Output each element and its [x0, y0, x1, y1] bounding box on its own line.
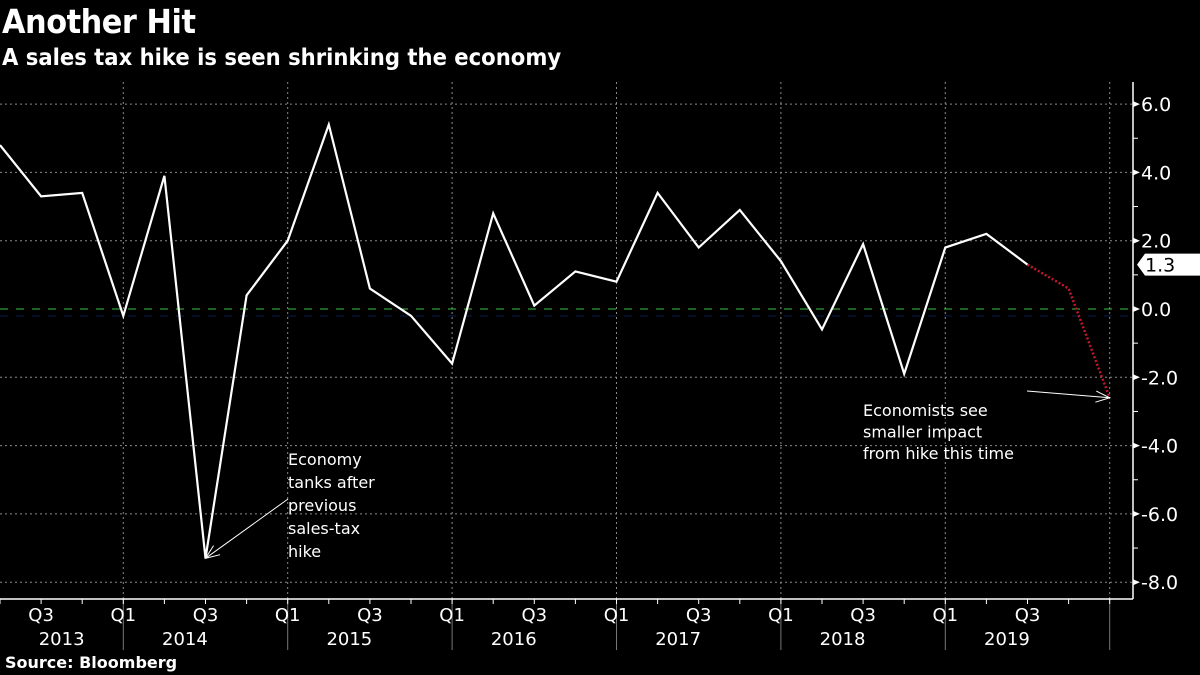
last-value-badge: 1.3 — [1137, 253, 1200, 277]
annotation-line: Economy — [288, 450, 362, 469]
annotation-line: hike — [288, 542, 321, 561]
x-quarter-label: Q3 — [193, 605, 219, 626]
x-year-label: 2014 — [162, 629, 208, 650]
y-tick-marker — [1133, 169, 1140, 176]
x-quarter-label: Q1 — [932, 605, 958, 626]
x-quarter-label: Q3 — [357, 605, 383, 626]
zero-line-group — [0, 308, 1133, 317]
annotation-line: tanks after — [288, 473, 375, 492]
x-quarter-label: Q3 — [686, 605, 712, 626]
annotation-2019-hike: Economists see smaller impact from hike th… — [863, 401, 1014, 463]
x-year-label: 2013 — [39, 629, 85, 650]
y-tick-label: 4.0 — [1141, 162, 1171, 184]
x-quarter-label: Q1 — [275, 605, 301, 626]
y-tick-label: 0.0 — [1141, 299, 1171, 321]
annotation-line: previous — [288, 496, 356, 515]
y-tick-marker — [1133, 374, 1140, 381]
x-year-label: 2019 — [984, 629, 1030, 650]
annotation-arrow-2019 — [1026, 390, 1110, 399]
annotation-line: from hike this time — [863, 444, 1014, 463]
y-tick-label: -6.0 — [1141, 504, 1178, 526]
y-tick-marker — [1133, 237, 1140, 244]
x-quarter-label: Q1 — [110, 605, 136, 626]
chart-subtitle: A sales tax hike is seen shrinking the e… — [2, 45, 562, 71]
chart-title: Another Hit — [2, 2, 196, 41]
annotation-2014-hike: Economy tanks after previous sales-tax hike — [288, 450, 375, 561]
y-tick-marker — [1133, 101, 1140, 108]
x-quarter-label: Q1 — [439, 605, 465, 626]
y-tick-label: -2.0 — [1141, 367, 1178, 389]
x-quarter-label: Q3 — [521, 605, 547, 626]
series-group — [0, 120, 1111, 559]
annotation-arrow-2014 — [205, 498, 289, 559]
forecast-series-line — [1026, 263, 1111, 399]
y-tick-marker — [1133, 306, 1140, 312]
annotation-line: sales-tax — [288, 519, 360, 538]
annotations: Economy tanks after previous sales-tax hike … — [204, 390, 1112, 561]
y-tick-marker — [1133, 510, 1140, 517]
x-quarter-label: Q3 — [28, 605, 54, 626]
x-quarter-label: Q1 — [768, 605, 794, 626]
y-tick-marker — [1133, 579, 1140, 586]
x-year-label: 2015 — [326, 629, 372, 650]
actual-series-line — [0, 120, 1029, 559]
x-year-label: 2018 — [820, 629, 866, 650]
grid — [0, 82, 1133, 599]
annotation-line: Economists see — [863, 401, 988, 420]
y-tick-label: -4.0 — [1141, 436, 1178, 458]
y-tick-label: 6.0 — [1141, 94, 1171, 116]
last-value-label: 1.3 — [1145, 255, 1175, 277]
source-note: Source: Bloomberg — [5, 653, 178, 672]
x-quarter-label: Q3 — [850, 605, 876, 626]
axes: 6.0 4.0 2.0 0.0 -2.0 -4.0 -6.0 -8.0 Q3 Q1 Q3 Q1 Q3 Q1… — [0, 82, 1178, 650]
annotation-arrow-2019-head — [1095, 390, 1112, 403]
annotation-arrow-2014-head — [204, 545, 221, 560]
x-year-label: 2016 — [491, 629, 537, 650]
x-quarter-label: Q3 — [1015, 605, 1041, 626]
last-value-badge-shape — [1137, 253, 1200, 276]
y-tick-label: -8.0 — [1141, 572, 1178, 594]
y-tick-label: 2.0 — [1141, 231, 1171, 253]
x-year-label: 2017 — [655, 629, 701, 650]
annotation-line: smaller impact — [863, 423, 982, 442]
x-quarter-label: Q1 — [604, 605, 630, 626]
y-tick-marker — [1133, 442, 1140, 449]
